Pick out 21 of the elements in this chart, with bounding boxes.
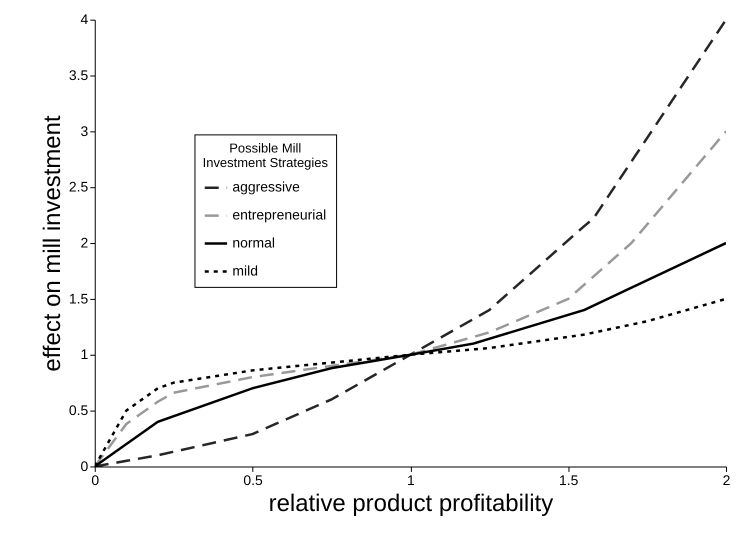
- x-tick-label: 0: [91, 472, 100, 488]
- legend-title: Possible Mill Investment Strategies: [202, 140, 328, 170]
- y-tick-label: 0: [80, 458, 88, 474]
- x-tick-label: 1: [407, 472, 416, 488]
- y-tick-label: 3.5: [68, 66, 88, 83]
- x-axis-title: relative product profitability: [268, 490, 554, 517]
- y-tick-label: 1: [80, 346, 88, 362]
- x-tick-label: 2: [722, 472, 731, 488]
- y-axis-title: effect on mill investment: [38, 115, 66, 372]
- x-tick-label: 1.5: [559, 472, 579, 488]
- x-tick-label: 0.5: [243, 472, 263, 488]
- y-tick-label: 0.5: [68, 402, 88, 418]
- y-tick-label: 1.5: [68, 290, 88, 306]
- legend-label: normal: [232, 234, 276, 251]
- legend-label: aggressive: [232, 178, 300, 195]
- y-tick-label: 2.5: [68, 178, 88, 195]
- y-tick-label: 4: [80, 11, 88, 28]
- legend-label: entrepreneurial: [232, 206, 326, 223]
- y-tick-label: 2: [80, 234, 88, 251]
- y-tick-label: 3: [80, 122, 88, 139]
- legend-label: mild: [232, 262, 258, 278]
